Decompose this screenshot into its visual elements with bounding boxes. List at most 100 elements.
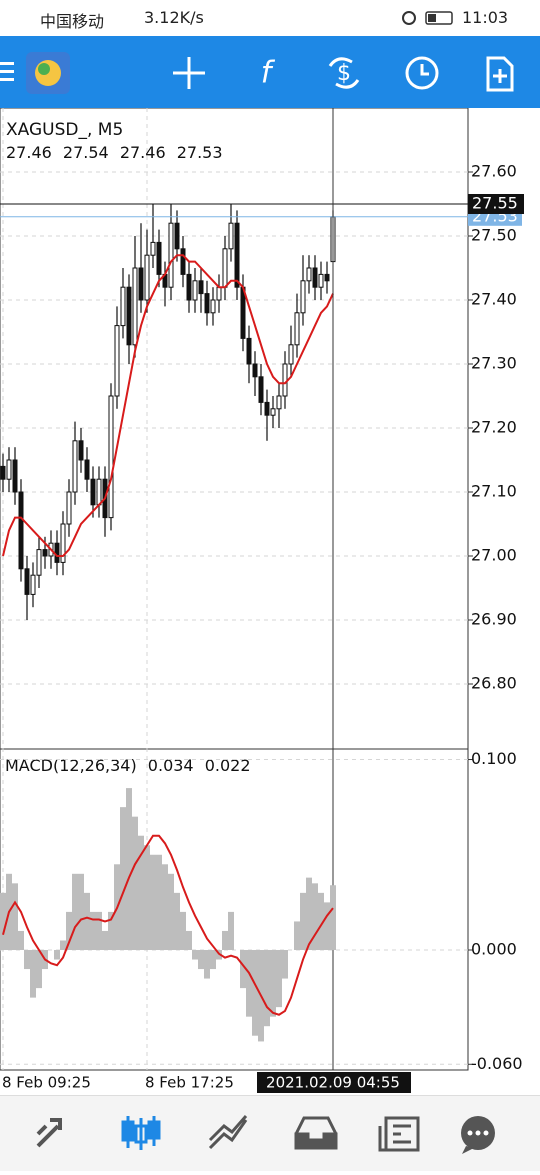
menu-button[interactable] bbox=[0, 62, 14, 81]
candle-body bbox=[54, 542, 60, 563]
macd-bar bbox=[210, 950, 216, 970]
macd-bar bbox=[72, 873, 78, 950]
candle-body bbox=[0, 465, 6, 480]
macd-bar bbox=[60, 940, 66, 950]
history-tab[interactable] bbox=[294, 1116, 338, 1150]
status-icons bbox=[402, 11, 453, 25]
y-tick-label: -0.060 bbox=[471, 1054, 523, 1073]
candle-body bbox=[42, 549, 48, 557]
macd-title: MACD(12,26,34) bbox=[5, 756, 137, 775]
candle-body bbox=[90, 478, 96, 506]
candle-body bbox=[312, 267, 318, 288]
ohlc-high: 27.54 bbox=[63, 143, 109, 162]
candle-body bbox=[156, 241, 162, 275]
timeframe-button[interactable] bbox=[405, 56, 439, 90]
candle-body bbox=[300, 280, 306, 314]
macd-bar bbox=[222, 930, 228, 950]
macd-value: 0.034 bbox=[148, 756, 194, 775]
macd-bar bbox=[126, 788, 132, 950]
candle-body bbox=[114, 325, 120, 397]
candle-body bbox=[108, 395, 114, 519]
candle-body bbox=[264, 401, 270, 416]
indicator-line bbox=[2, 834, 334, 1016]
ohlc-readout: 27.46 27.54 27.46 27.53 bbox=[6, 143, 223, 162]
macd-bar bbox=[156, 854, 162, 950]
candle-body bbox=[252, 363, 258, 378]
candle-body bbox=[258, 376, 264, 403]
macd-bar bbox=[330, 885, 336, 950]
y-tick-label: 27.00 bbox=[471, 546, 517, 565]
candle-body bbox=[18, 491, 24, 570]
macd-bar bbox=[132, 816, 138, 950]
candle-body bbox=[210, 299, 216, 314]
candle-body bbox=[78, 440, 84, 461]
macd-bar bbox=[198, 950, 204, 970]
candle-body bbox=[216, 286, 222, 301]
svg-text:$: $ bbox=[337, 61, 351, 86]
y-tick-label: 27.60 bbox=[471, 162, 517, 181]
candle-body bbox=[138, 267, 144, 301]
candle-body bbox=[180, 248, 186, 275]
candle-body bbox=[120, 286, 126, 327]
candle-body bbox=[228, 222, 234, 250]
macd-bar bbox=[54, 950, 60, 960]
y-tick-label: 26.90 bbox=[471, 610, 517, 629]
candle-body bbox=[294, 312, 300, 346]
macd-bar bbox=[300, 892, 306, 950]
macd-bar bbox=[102, 930, 108, 950]
candle-body bbox=[276, 395, 282, 410]
candle-body bbox=[84, 459, 90, 480]
y-tick-label: 26.80 bbox=[471, 674, 517, 693]
chart-tab[interactable] bbox=[121, 1116, 161, 1150]
indicator-line bbox=[2, 254, 334, 557]
news-tab[interactable] bbox=[378, 1116, 420, 1152]
candle-body bbox=[30, 574, 36, 595]
candle-body bbox=[24, 568, 30, 595]
ohlc-open: 27.46 bbox=[6, 143, 52, 162]
quotes-tab[interactable] bbox=[36, 1118, 62, 1148]
new-order-button[interactable] bbox=[486, 56, 514, 92]
macd-bar bbox=[294, 921, 300, 950]
macd-bar bbox=[168, 873, 174, 950]
macd-bar bbox=[12, 883, 18, 950]
macd-bar bbox=[180, 911, 186, 950]
macd-bar bbox=[120, 807, 126, 950]
status-bar: 中国移动 3.12K/s 11:03 bbox=[0, 0, 540, 36]
app-logo[interactable] bbox=[26, 52, 70, 94]
y-tick-label: 0.000 bbox=[471, 940, 517, 959]
macd-bar bbox=[78, 873, 84, 950]
macd-bar bbox=[144, 845, 150, 950]
candle-body bbox=[288, 344, 294, 365]
candle-body bbox=[6, 459, 12, 480]
candle-body bbox=[192, 280, 198, 301]
macd-bar bbox=[276, 950, 282, 1008]
candle-body bbox=[198, 280, 204, 295]
crosshair-button[interactable] bbox=[173, 57, 205, 89]
toolbar-icons: f $ bbox=[0, 52, 514, 94]
macd-bar bbox=[270, 950, 276, 1017]
messages-tab[interactable] bbox=[461, 1116, 495, 1154]
macd-bar bbox=[264, 950, 270, 1027]
candle-body bbox=[144, 254, 150, 301]
macd-bar bbox=[324, 902, 330, 950]
trade-tab[interactable] bbox=[208, 1115, 248, 1150]
candle-body bbox=[270, 408, 276, 416]
crosshair-time-bg bbox=[257, 1072, 411, 1093]
macd-bar bbox=[192, 950, 198, 960]
macd-bar bbox=[174, 892, 180, 950]
macd-bar bbox=[36, 950, 42, 989]
macd-bar bbox=[90, 911, 96, 950]
candle-body bbox=[96, 478, 102, 506]
indicators-button[interactable]: f bbox=[261, 56, 276, 91]
trade-button[interactable]: $ bbox=[328, 57, 360, 89]
candle-body bbox=[150, 241, 156, 256]
candle-body bbox=[234, 222, 240, 288]
ohlc-close: 27.53 bbox=[177, 143, 223, 162]
candle-body bbox=[66, 491, 72, 525]
symbol-title: XAGUSD_, M5 bbox=[6, 120, 123, 140]
macd-bar bbox=[318, 892, 324, 950]
ohlc-low: 27.46 bbox=[120, 143, 166, 162]
macd-bar bbox=[240, 950, 246, 989]
candle-body bbox=[174, 222, 180, 250]
